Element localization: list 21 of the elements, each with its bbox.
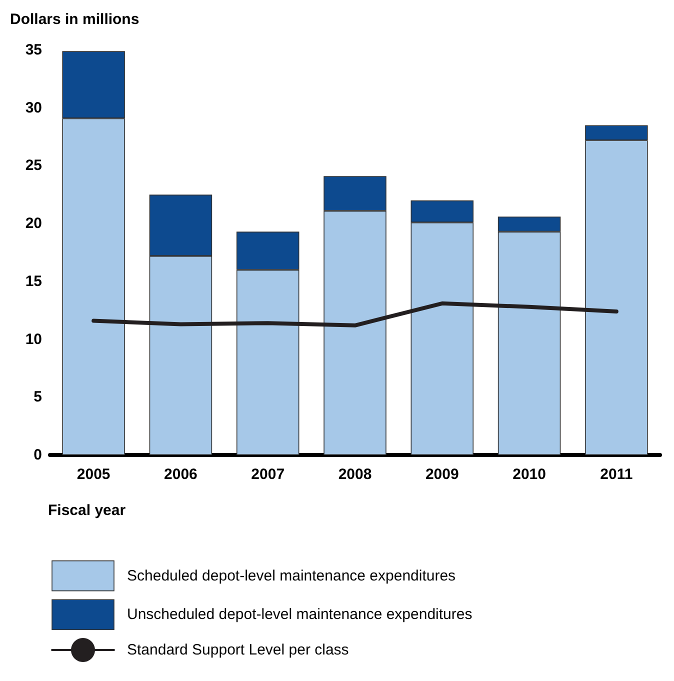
y-tick-label: 10 (25, 330, 42, 348)
y-tick-label: 25 (25, 157, 42, 174)
x-axis-title: Fiscal year (48, 502, 126, 519)
x-tick-label: 2010 (512, 466, 546, 483)
y-tick-label: 30 (25, 99, 42, 116)
x-tick-label: 2005 (76, 466, 110, 483)
y-tick-label: 15 (25, 272, 42, 290)
legend-label: Unscheduled depot-level maintenance expenditures (127, 606, 472, 624)
x-tick-label: 2006 (164, 466, 198, 483)
legend-label: Standard Support Level per class (127, 642, 349, 658)
y-tick-label: 0 (34, 446, 42, 464)
y-tick-label: 35 (25, 42, 42, 58)
x-tick-label: 2009 (425, 466, 459, 483)
line-series (92, 301, 618, 328)
y-tick-label: 5 (34, 388, 42, 406)
y-tick-label: 20 (25, 215, 42, 232)
legend-label: Scheduled depot-level maintenance expenditures (127, 567, 456, 584)
x-tick-label: 2008 (338, 466, 372, 483)
x-tick-label: 2011 (600, 466, 633, 483)
x-tick-label: 2007 (251, 466, 285, 483)
y-axis-title: Dollars in millions (10, 11, 140, 28)
